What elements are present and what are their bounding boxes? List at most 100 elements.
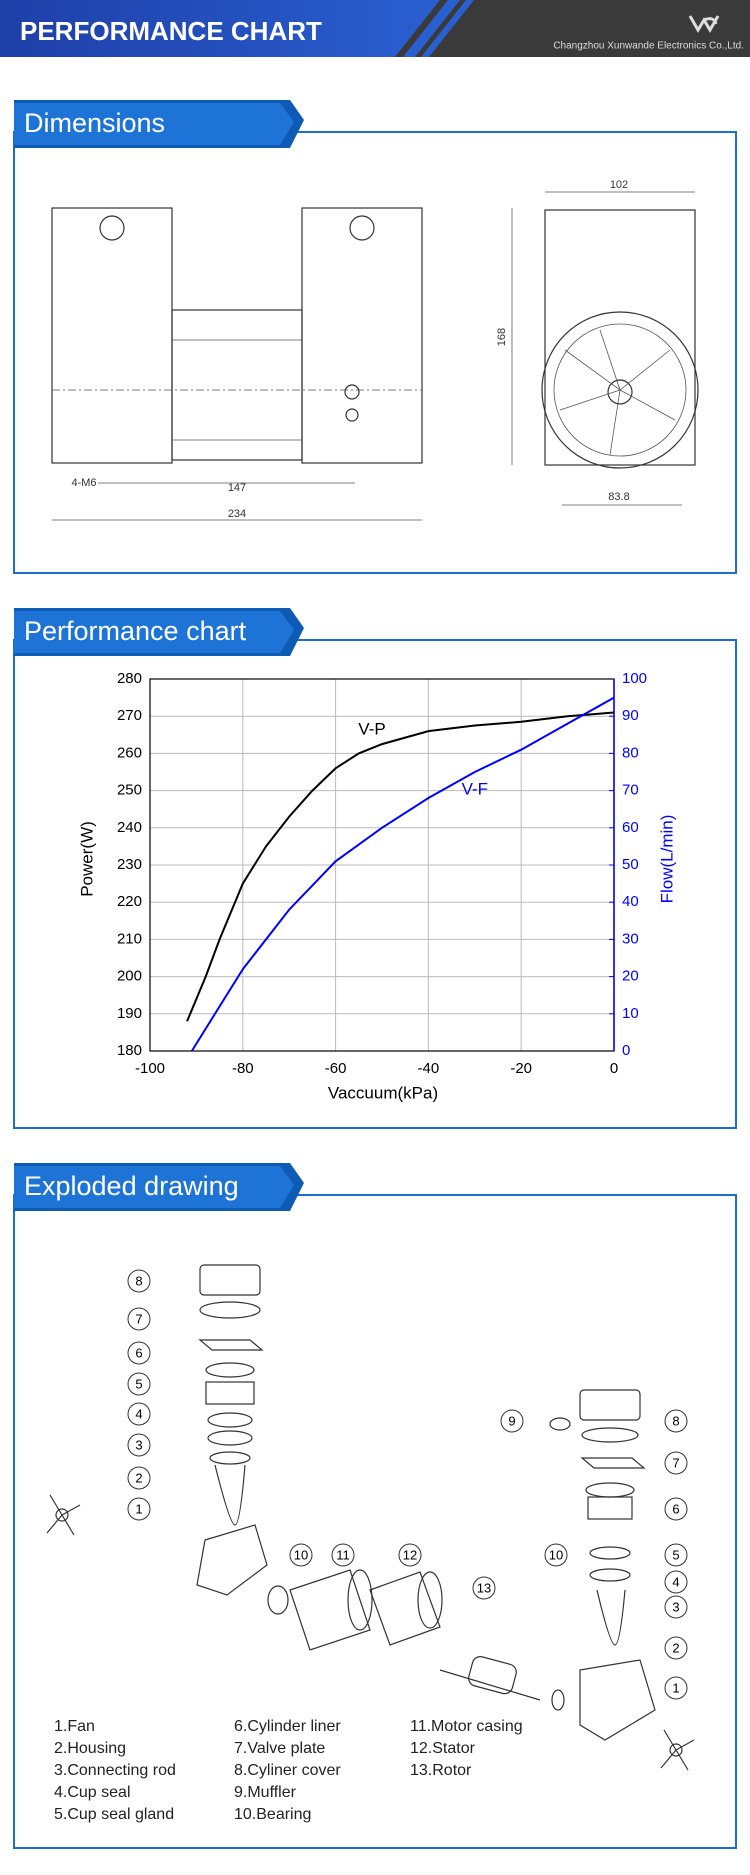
- callout-number: 13: [477, 1580, 491, 1595]
- callout-circle: [664, 1497, 688, 1521]
- dimension-label: 147: [228, 482, 246, 494]
- callout-number: 9: [508, 1413, 515, 1428]
- part-label: 5.Cup seal gland: [54, 1806, 174, 1823]
- y2-tick-label: 80: [622, 744, 639, 761]
- callout-circle: [331, 1543, 355, 1567]
- x-tick-label: 0: [610, 1060, 618, 1077]
- callout-number: 5: [135, 1376, 142, 1391]
- callout-number: 8: [672, 1413, 679, 1428]
- part-label: 9.Muffler: [234, 1784, 297, 1801]
- part-label: 8.Cyliner cover: [234, 1762, 341, 1779]
- callout-number: 10: [549, 1547, 563, 1562]
- part-label: 3.Connecting rod: [54, 1762, 176, 1779]
- dimension-label: 168: [496, 328, 508, 346]
- callout-number: 12: [403, 1547, 417, 1562]
- dimension-drawing: [51, 191, 699, 521]
- section-box: [13, 639, 737, 1129]
- x-tick-label: -100: [135, 1060, 165, 1077]
- callout-number: 1: [135, 1501, 142, 1516]
- callout-circle: [127, 1307, 151, 1331]
- y-tick-label: 270: [117, 707, 142, 724]
- section-box: [13, 1194, 737, 1849]
- callout-number: 7: [672, 1455, 679, 1470]
- part-label: 13.Rotor: [410, 1762, 472, 1779]
- callout-number: 7: [135, 1311, 142, 1326]
- y2-tick-label: 100: [622, 670, 647, 687]
- callout-number: 5: [672, 1547, 679, 1562]
- y-tick-label: 260: [117, 744, 142, 761]
- series-line: [186, 711, 615, 1022]
- part-label: 12.Stator: [410, 1740, 476, 1757]
- y2-tick-label: 60: [622, 819, 639, 836]
- part-label: 2.Housing: [54, 1740, 126, 1757]
- callout-circle: [664, 1570, 688, 1594]
- series-label: V-P: [358, 720, 385, 739]
- section-title: Exploded drawing: [24, 1171, 239, 1201]
- series-label: V-F: [462, 779, 488, 798]
- callout-circle: [398, 1543, 422, 1567]
- callout-circle: [664, 1636, 688, 1660]
- dimension-label: 4-M6: [71, 477, 96, 489]
- y2-tick-label: 0: [622, 1042, 630, 1059]
- callout-number: 1: [672, 1680, 679, 1695]
- section-tab: Performance chart: [14, 608, 304, 656]
- callout-circle: [664, 1409, 688, 1433]
- y2-tick-label: 10: [622, 1005, 639, 1022]
- y-tick-label: 240: [117, 819, 142, 836]
- y-tick-label: 250: [117, 782, 142, 799]
- dimension-label: 102: [610, 179, 628, 191]
- y-axis-label: Power(W): [77, 821, 96, 897]
- callout-circle: [127, 1341, 151, 1365]
- x-tick-label: -60: [325, 1060, 347, 1077]
- section-title: Dimensions: [24, 108, 165, 138]
- callout-circle: [127, 1372, 151, 1396]
- callout-number: 11: [336, 1547, 350, 1562]
- callout-circle: [544, 1543, 568, 1567]
- y2-tick-label: 50: [622, 856, 639, 873]
- callout-number: 3: [672, 1599, 679, 1614]
- y-tick-label: 180: [117, 1042, 142, 1059]
- x-axis-label: Vaccuum(kPa): [328, 1083, 438, 1102]
- company-name: Changzhou Xunwande Electronics Co.,Ltd.: [553, 41, 744, 52]
- dimension-label: 234: [228, 508, 246, 520]
- part-label: 1.Fan: [54, 1718, 95, 1735]
- y-tick-label: 220: [117, 893, 142, 910]
- y-tick-label: 280: [117, 670, 142, 687]
- x-tick-label: -80: [232, 1060, 254, 1077]
- callout-number: 8: [135, 1273, 142, 1288]
- series-line: [190, 696, 615, 1052]
- exploded-sketch: [46, 1264, 695, 1771]
- y-tick-label: 210: [117, 930, 142, 947]
- callout-circle: [127, 1433, 151, 1457]
- y-tick-label: 200: [117, 968, 142, 985]
- callout-number: 6: [135, 1345, 142, 1360]
- dimension-label: 83.8: [608, 491, 629, 503]
- header-stripe: [403, 0, 460, 57]
- callout-circle: [664, 1451, 688, 1475]
- part-label: 10.Bearing: [234, 1806, 311, 1823]
- callout-number: 6: [672, 1501, 679, 1516]
- part-label: 7.Valve plate: [234, 1740, 325, 1757]
- callout-number: 2: [672, 1640, 679, 1655]
- section-tab: Dimensions: [14, 100, 304, 148]
- x-tick-label: -20: [510, 1060, 532, 1077]
- callout-number: 3: [135, 1437, 142, 1452]
- header-stripe: [421, 0, 474, 57]
- y2-tick-label: 20: [622, 968, 639, 985]
- y2-axis-label: Flow(L/min): [657, 815, 676, 904]
- callout-circle: [664, 1595, 688, 1619]
- callout-circle: [127, 1497, 151, 1521]
- callout-number: 10: [294, 1547, 308, 1562]
- callout-circle: [289, 1543, 313, 1567]
- x-tick-label: -40: [418, 1060, 440, 1077]
- y2-tick-label: 30: [622, 930, 639, 947]
- callout-circle: [500, 1409, 524, 1433]
- callout-number: 4: [672, 1574, 679, 1589]
- y-tick-label: 230: [117, 856, 142, 873]
- section-box: [13, 131, 737, 574]
- header-band: [0, 0, 440, 57]
- callout-circle: [127, 1466, 151, 1490]
- y-tick-label: 190: [117, 1005, 142, 1022]
- logo: [688, 15, 720, 33]
